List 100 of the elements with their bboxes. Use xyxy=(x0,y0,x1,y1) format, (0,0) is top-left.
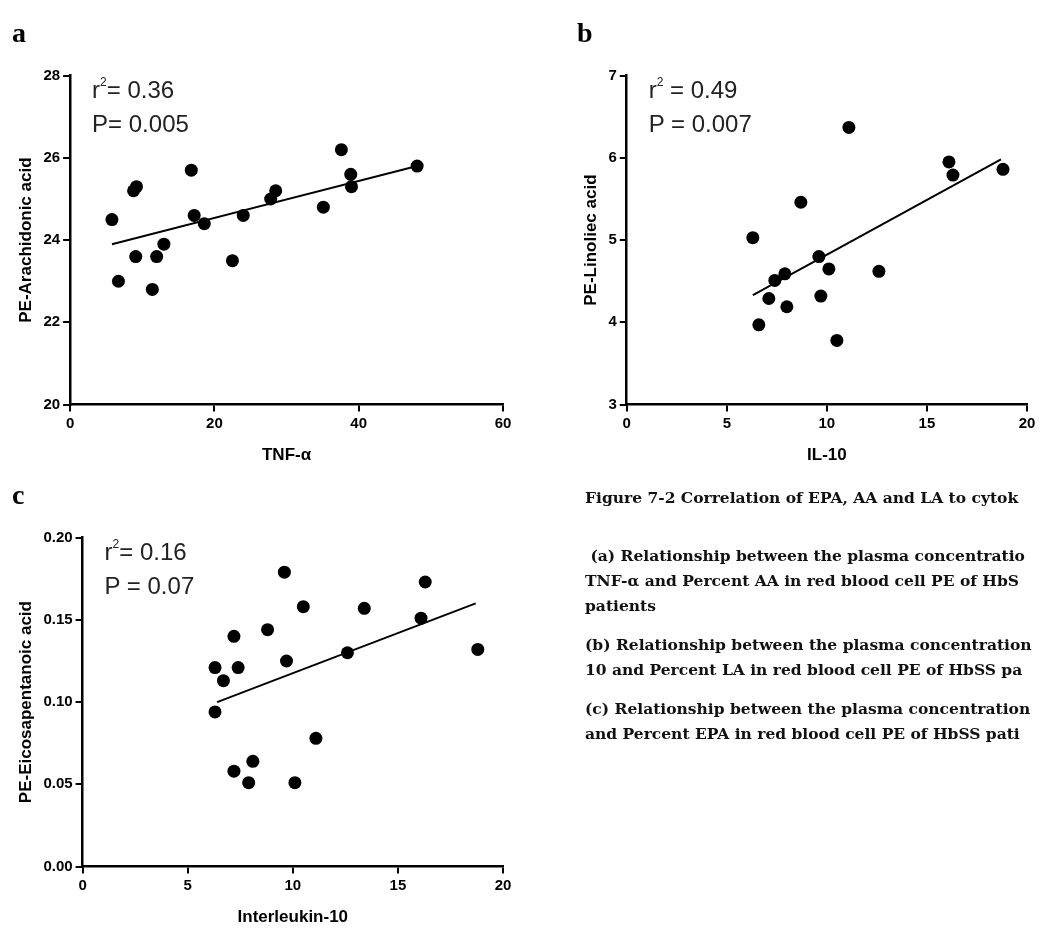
annotation: P = 0.007 xyxy=(648,109,752,137)
point xyxy=(357,601,371,615)
x-axis-title: TNF-α xyxy=(261,445,312,465)
point xyxy=(187,208,201,222)
point xyxy=(762,292,776,305)
y-axis-title: PE-Eicosapentanoic acid xyxy=(15,601,35,804)
x-tick-label: 20 xyxy=(206,413,223,431)
x-tick-label: 5 xyxy=(722,413,731,431)
text: 10 and Percent LA in red blood cell PE of HbSS pa xyxy=(585,659,1024,681)
y-tick-label: 0.15 xyxy=(43,609,73,627)
x-tick-label: 15 xyxy=(918,413,936,431)
text: and Percent EPA in red blood cell PE of HbSS pati xyxy=(585,723,1021,745)
point xyxy=(261,623,275,637)
x-tick-label: 20 xyxy=(494,875,512,893)
point xyxy=(184,163,198,177)
y-tick-label: 22 xyxy=(43,312,61,330)
point xyxy=(150,250,164,264)
point xyxy=(227,629,241,643)
point xyxy=(157,237,171,251)
point xyxy=(778,267,792,281)
point xyxy=(471,642,485,656)
y-tick-label: 28 xyxy=(43,65,61,83)
y-tick-label: 6 xyxy=(608,147,617,165)
point xyxy=(277,565,291,579)
x-tick-label: 15 xyxy=(389,875,407,893)
chart-title: b xyxy=(577,17,593,49)
y-tick-label: 20 xyxy=(43,394,61,412)
point xyxy=(822,262,836,276)
point xyxy=(288,776,302,790)
y-tick-label: 4 xyxy=(608,312,618,330)
point xyxy=(316,200,330,214)
x-tick-label: 5 xyxy=(183,875,192,893)
point xyxy=(794,195,808,209)
point xyxy=(812,250,826,264)
point xyxy=(208,705,222,719)
text: (a) Relationship between the plasma concentratio xyxy=(589,545,1026,567)
point xyxy=(752,318,766,332)
y-axis-title: PE-Arachidonic acid xyxy=(15,157,35,323)
x-tick-label: 20 xyxy=(1018,413,1036,431)
chart-title: a xyxy=(12,17,26,49)
point xyxy=(246,754,260,768)
point xyxy=(410,159,424,173)
point xyxy=(344,180,358,194)
point xyxy=(344,167,358,181)
point xyxy=(872,264,886,278)
y-tick-label: 24 xyxy=(43,230,61,248)
point xyxy=(129,250,143,264)
point xyxy=(105,213,119,227)
y-tick-label: 0.00 xyxy=(43,856,73,874)
annotation: P= 0.005 xyxy=(92,109,189,137)
point xyxy=(111,274,125,288)
x-tick-label: 60 xyxy=(494,413,512,431)
point xyxy=(414,611,428,625)
x-tick-label: 0 xyxy=(622,413,631,431)
point xyxy=(269,184,283,198)
point xyxy=(231,661,245,675)
point xyxy=(227,764,241,778)
x-tick-label: 40 xyxy=(350,413,368,431)
point xyxy=(242,776,256,790)
point xyxy=(197,217,211,231)
point xyxy=(340,646,354,660)
point xyxy=(996,162,1010,176)
text: (c) Relationship between the plasma concentration xyxy=(585,698,1032,720)
point xyxy=(768,273,782,287)
text: Figure 7-2 Correlation of EPA, AA and LA to cytok xyxy=(585,488,1020,507)
point xyxy=(208,661,222,675)
y-tick-label: 3 xyxy=(608,394,617,412)
chart-title: c xyxy=(12,479,25,511)
text: patients xyxy=(585,595,657,617)
point xyxy=(780,300,794,314)
point xyxy=(296,600,310,614)
x-axis-title: Interleukin-10 xyxy=(237,907,349,927)
point xyxy=(145,282,159,296)
y-tick-label: 26 xyxy=(43,147,61,165)
point xyxy=(334,143,348,157)
point xyxy=(216,674,230,688)
y-tick-label: 7 xyxy=(608,65,617,83)
point xyxy=(814,289,828,303)
point xyxy=(946,168,960,182)
annotation: P = 0.07 xyxy=(104,571,195,599)
y-tick-label: 0.05 xyxy=(43,774,73,792)
point xyxy=(842,120,856,134)
y-axis-title: PE-Linoliec acid xyxy=(580,174,600,306)
point xyxy=(225,254,239,268)
x-tick-label: 10 xyxy=(284,875,302,893)
x-tick-label: 0 xyxy=(65,413,75,431)
x-tick-label: 10 xyxy=(818,413,836,431)
point xyxy=(830,333,844,347)
x-axis-title: IL-10 xyxy=(807,445,847,465)
point xyxy=(309,731,323,745)
text: TNF-α and Percent AA in red blood cell PE of HbS xyxy=(585,570,1021,592)
point xyxy=(129,180,143,194)
y-tick-label: 0.10 xyxy=(43,692,73,710)
point xyxy=(279,654,293,668)
text: (b) Relationship between the plasma concentration xyxy=(585,634,1033,656)
point xyxy=(236,208,250,222)
y-tick-label: 0.20 xyxy=(43,527,73,545)
point xyxy=(746,231,760,245)
point xyxy=(418,575,432,589)
x-tick-label: 0 xyxy=(78,875,87,893)
